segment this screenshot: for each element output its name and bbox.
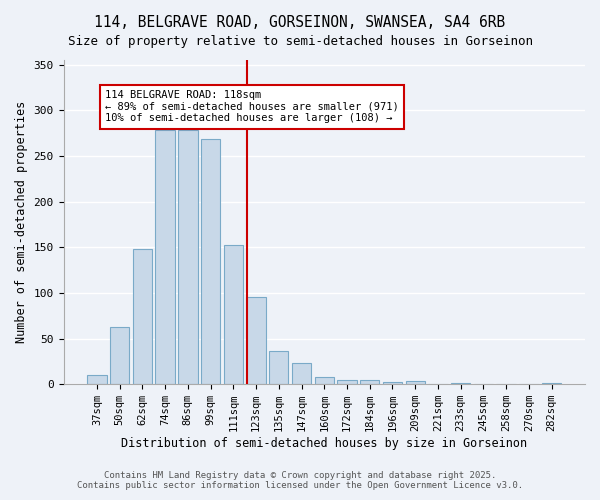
Bar — [337, 380, 356, 384]
Bar — [133, 249, 152, 384]
Bar — [406, 382, 425, 384]
Bar — [292, 363, 311, 384]
X-axis label: Distribution of semi-detached houses by size in Gorseinon: Distribution of semi-detached houses by … — [121, 437, 527, 450]
Bar — [383, 382, 402, 384]
Bar — [360, 380, 379, 384]
Text: Contains HM Land Registry data © Crown copyright and database right 2025.
Contai: Contains HM Land Registry data © Crown c… — [77, 470, 523, 490]
Bar — [247, 298, 266, 384]
Bar — [269, 352, 289, 384]
Bar — [201, 140, 220, 384]
Y-axis label: Number of semi-detached properties: Number of semi-detached properties — [15, 101, 28, 343]
Text: Size of property relative to semi-detached houses in Gorseinon: Size of property relative to semi-detach… — [67, 35, 533, 48]
Text: 114 BELGRAVE ROAD: 118sqm
← 89% of semi-detached houses are smaller (971)
10% of: 114 BELGRAVE ROAD: 118sqm ← 89% of semi-… — [105, 90, 398, 124]
Bar — [110, 326, 129, 384]
Bar — [155, 130, 175, 384]
Bar — [224, 246, 243, 384]
Bar — [87, 375, 107, 384]
Bar — [178, 130, 197, 384]
Text: 114, BELGRAVE ROAD, GORSEINON, SWANSEA, SA4 6RB: 114, BELGRAVE ROAD, GORSEINON, SWANSEA, … — [94, 15, 506, 30]
Bar — [314, 377, 334, 384]
